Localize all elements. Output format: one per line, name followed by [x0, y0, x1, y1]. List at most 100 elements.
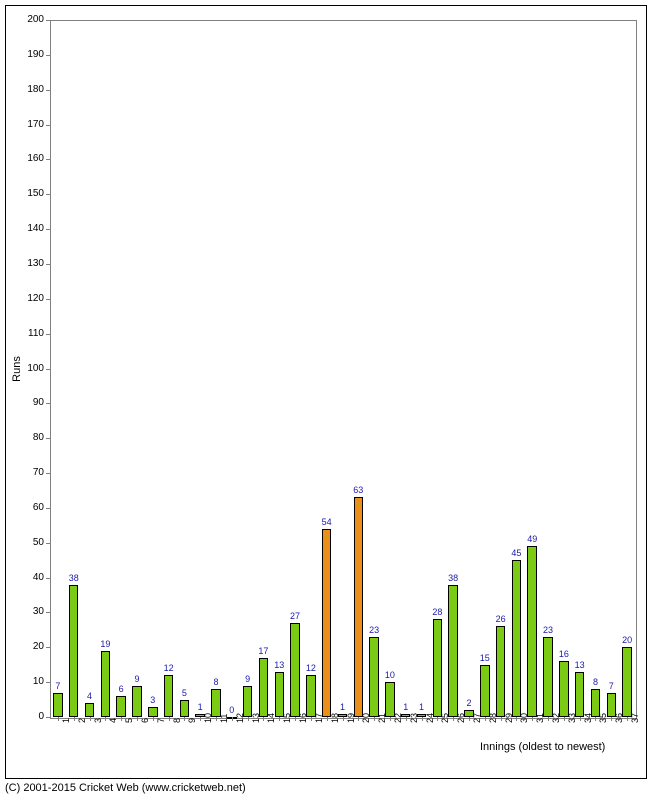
- bar: [448, 585, 457, 717]
- xtick-label: 28: [488, 713, 498, 723]
- xtick-label: 37: [630, 713, 640, 723]
- xtick-mark: [501, 717, 502, 721]
- ytick-label: 90: [20, 397, 44, 408]
- ytick-mark: [46, 264, 50, 265]
- ytick-mark: [46, 438, 50, 439]
- bar-value-label: 26: [491, 614, 511, 624]
- ytick-mark: [46, 334, 50, 335]
- xtick-mark: [564, 717, 565, 721]
- bar: [354, 497, 363, 717]
- bar-value-label: 17: [253, 646, 273, 656]
- ytick-label: 200: [20, 14, 44, 25]
- xtick-label: 6: [140, 718, 150, 723]
- xtick-mark: [374, 717, 375, 721]
- bar: [496, 626, 505, 717]
- ytick-label: 20: [20, 641, 44, 652]
- bar: [559, 661, 568, 717]
- ytick-label: 80: [20, 432, 44, 443]
- xtick-mark: [137, 717, 138, 721]
- bar: [275, 672, 284, 717]
- ytick-label: 180: [20, 84, 44, 95]
- xtick-mark: [263, 717, 264, 721]
- bar-value-label: 2: [459, 698, 479, 708]
- xtick-label: 23: [409, 713, 419, 723]
- ytick-mark: [46, 55, 50, 56]
- bar: [480, 665, 489, 717]
- bar-value-label: 1: [412, 702, 432, 712]
- bar-value-label: 13: [570, 660, 590, 670]
- xtick-mark: [216, 717, 217, 721]
- ytick-mark: [46, 717, 50, 718]
- xtick-mark: [611, 717, 612, 721]
- chart-container: Runs Innings (oldest to newest) 73841969…: [0, 0, 650, 800]
- xtick-mark: [485, 717, 486, 721]
- bar: [622, 647, 631, 717]
- ytick-mark: [46, 543, 50, 544]
- xtick-mark: [58, 717, 59, 721]
- bar: [306, 675, 315, 717]
- bar-value-label: 23: [364, 625, 384, 635]
- ytick-label: 30: [20, 606, 44, 617]
- xtick-label: 4: [108, 718, 118, 723]
- bar-value-label: 38: [64, 573, 84, 583]
- ytick-label: 60: [20, 502, 44, 513]
- ytick-mark: [46, 194, 50, 195]
- bar-value-label: 12: [159, 663, 179, 673]
- ytick-mark: [46, 20, 50, 21]
- xtick-label: 11: [219, 714, 229, 723]
- xtick-label: 31: [535, 713, 545, 723]
- ytick-label: 170: [20, 119, 44, 130]
- ytick-label: 10: [20, 676, 44, 687]
- xtick-mark: [437, 717, 438, 721]
- ytick-label: 110: [20, 328, 44, 339]
- bar: [116, 696, 125, 717]
- xtick-mark: [105, 717, 106, 721]
- xtick-mark: [422, 717, 423, 721]
- bar-value-label: 12: [301, 663, 321, 673]
- plot-area: [50, 20, 637, 719]
- xtick-label: 26: [456, 713, 466, 723]
- bar: [53, 693, 62, 717]
- xtick-mark: [469, 717, 470, 721]
- bar-value-label: 5: [174, 688, 194, 698]
- bar-value-label: 28: [427, 607, 447, 617]
- xtick-mark: [343, 717, 344, 721]
- bar-value-label: 16: [554, 649, 574, 659]
- ytick-mark: [46, 578, 50, 579]
- bar-value-label: 9: [127, 674, 147, 684]
- bar-value-label: 3: [143, 695, 163, 705]
- xtick-mark: [232, 717, 233, 721]
- ytick-mark: [46, 682, 50, 683]
- bar: [132, 686, 141, 717]
- xtick-mark: [548, 717, 549, 721]
- bar: [385, 682, 394, 717]
- xtick-mark: [169, 717, 170, 721]
- x-axis-label: Innings (oldest to newest): [480, 741, 605, 753]
- xtick-label: 9: [187, 718, 197, 723]
- bar-value-label: 15: [475, 653, 495, 663]
- bar-value-label: 20: [617, 635, 637, 645]
- xtick-mark: [200, 717, 201, 721]
- bar-value-label: 1: [333, 702, 353, 712]
- bar-value-label: 4: [80, 691, 100, 701]
- bar-value-label: 13: [269, 660, 289, 670]
- xtick-label: 13: [251, 713, 261, 723]
- bar-value-label: 10: [380, 670, 400, 680]
- bar-value-label: 7: [48, 681, 68, 691]
- xtick-label: 25: [440, 713, 450, 723]
- xtick-mark: [627, 717, 628, 721]
- xtick-label: 17: [314, 713, 324, 723]
- xtick-label: 24: [425, 713, 435, 723]
- bar-value-label: 19: [95, 639, 115, 649]
- bar: [322, 529, 331, 717]
- xtick-label: 27: [472, 713, 482, 723]
- bar-value-label: 49: [522, 534, 542, 544]
- ytick-mark: [46, 612, 50, 613]
- bar: [164, 675, 173, 717]
- ytick-label: 70: [20, 467, 44, 478]
- xtick-mark: [516, 717, 517, 721]
- xtick-mark: [90, 717, 91, 721]
- xtick-label: 10: [203, 713, 213, 723]
- bar-value-label: 6: [111, 684, 131, 694]
- xtick-label: 20: [361, 713, 371, 723]
